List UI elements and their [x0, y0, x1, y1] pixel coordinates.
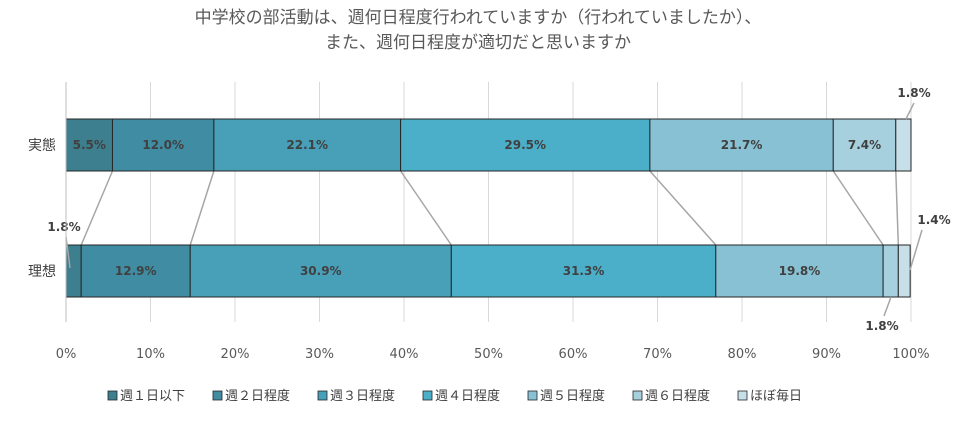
- data-label: 1.4%: [917, 213, 950, 227]
- series-line: [832, 170, 884, 246]
- label-leader-line: [65, 236, 71, 269]
- x-tick-label: 70%: [643, 347, 672, 362]
- chart-title-line-1: 中学校の部活動は、週何日程度行われていますか（行われていましたか）、: [195, 8, 762, 28]
- category-label: 実態: [28, 138, 56, 154]
- data-label: 22.1%: [286, 138, 328, 152]
- series-line: [80, 170, 114, 246]
- bar-segment: [882, 244, 899, 298]
- bar-segment: [213, 118, 402, 172]
- data-label: 1.8%: [47, 220, 80, 234]
- legend-swatch: [632, 390, 643, 401]
- bars: [65, 118, 912, 298]
- series-lines: [80, 170, 900, 246]
- data-label: 21.7%: [721, 138, 763, 152]
- bar-segment: [450, 244, 717, 298]
- x-tick-label: 20%: [221, 347, 250, 362]
- series-line: [400, 170, 452, 246]
- legend-entry: 週２日程度: [225, 388, 290, 404]
- legend-swatch: [107, 390, 118, 401]
- series-line: [189, 170, 215, 246]
- bar-segment: [111, 118, 215, 172]
- bar-segment: [400, 118, 651, 172]
- x-tick-label: 50%: [474, 347, 503, 362]
- data-label: 31.3%: [563, 264, 605, 278]
- x-tick-label: 80%: [728, 347, 757, 362]
- legend-entry: 週５日程度: [540, 388, 605, 404]
- legend-swatch: [737, 390, 748, 401]
- legend-entry: 週４日程度: [435, 388, 500, 404]
- x-tick-label: 90%: [812, 347, 841, 362]
- legend-swatch: [422, 390, 433, 401]
- x-tick-label: 0%: [56, 347, 77, 362]
- x-tick-label: 10%: [136, 347, 165, 362]
- legend-entry: ほぼ毎日: [750, 388, 802, 404]
- category-label: 理想: [28, 264, 56, 280]
- legend-entry: 週６日程度: [645, 388, 710, 404]
- bar-segment: [832, 118, 897, 172]
- legend: 週１日以下 週２日程度 週３日程度 週４日程度 週５日程度 週６日程度 ほぼ毎日: [107, 388, 802, 404]
- series-line: [649, 170, 717, 246]
- legend-entry: 週１日以下: [120, 389, 185, 404]
- data-label: 30.9%: [300, 264, 342, 278]
- x-tick-label: 60%: [559, 347, 588, 362]
- bar-segment: [189, 244, 452, 298]
- bar-segment: [715, 244, 884, 298]
- data-label: 7.4%: [848, 138, 881, 152]
- data-labels: 5.5% 1.8% 12.0% 12.9% 22.1% 30.9% 29.5% 31.3% 21…: [47, 86, 950, 333]
- label-leader-line: [905, 102, 915, 120]
- x-tick-label: 30%: [305, 347, 334, 362]
- label-leader-line: [909, 229, 923, 271]
- label-leader-line: [883, 296, 892, 317]
- bar-segment: [897, 244, 911, 298]
- data-label: 5.5%: [73, 138, 106, 152]
- legend-swatch: [212, 390, 223, 401]
- series-line: [895, 170, 900, 246]
- bar-segment: [80, 244, 191, 298]
- data-label: 12.9%: [115, 264, 157, 278]
- legend-swatch: [527, 390, 538, 401]
- chart-title-line-2: また、週何日程度が適切だと思いますか: [325, 33, 631, 53]
- x-tick-label: 100%: [892, 347, 929, 362]
- data-label: 1.8%: [865, 319, 898, 333]
- data-label: 12.0%: [142, 138, 184, 152]
- legend-swatch: [317, 390, 328, 401]
- data-label: 19.8%: [779, 264, 821, 278]
- data-label: 1.8%: [897, 86, 930, 100]
- x-tick-label: 40%: [390, 347, 419, 362]
- bar-segment: [895, 118, 912, 172]
- data-label: 29.5%: [504, 138, 546, 152]
- legend-entry: 週３日程度: [330, 388, 395, 404]
